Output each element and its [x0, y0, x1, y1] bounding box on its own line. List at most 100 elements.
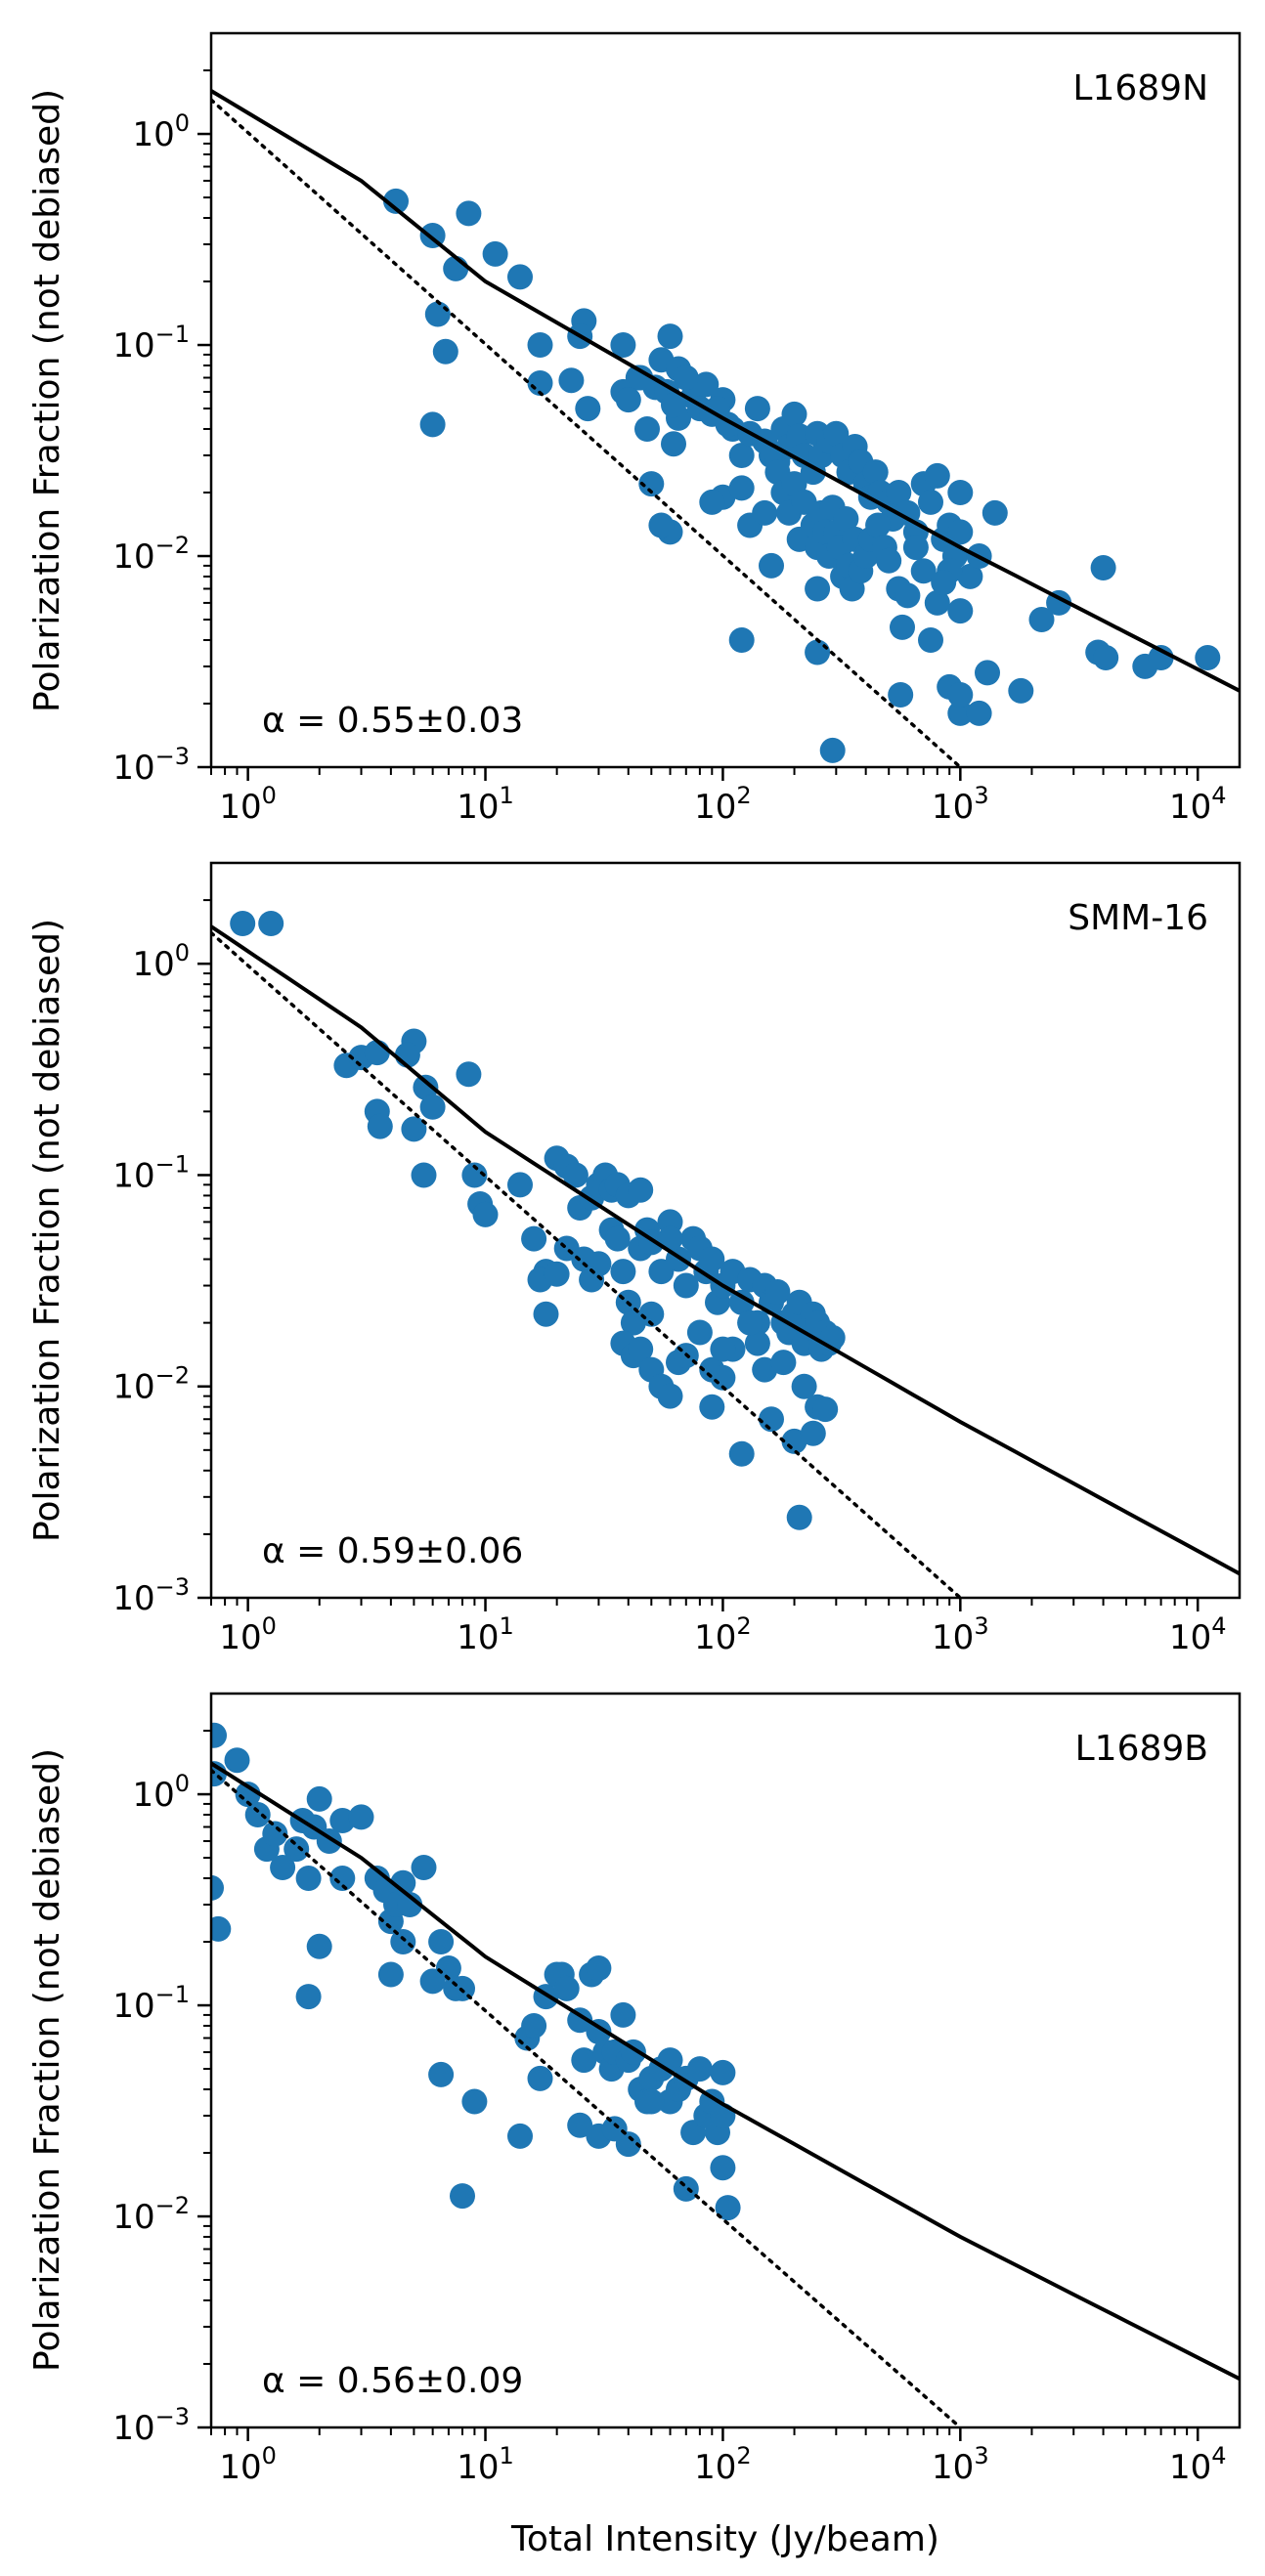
data-point: [638, 2088, 665, 2115]
data-point: [306, 1933, 332, 1959]
data-point: [957, 563, 983, 589]
data-point: [367, 1113, 393, 1139]
fit-line-solid: [211, 89, 1240, 693]
data-point: [461, 1162, 488, 1188]
data-point: [1093, 645, 1119, 670]
data-point: [819, 737, 846, 763]
panel-smm-16: 100 101 102 103 104 10−3 10−2 10−1 100 SMM-16 α = …: [112, 861, 1242, 1657]
x-tick-label: 104: [1169, 782, 1227, 827]
data-point: [211, 1874, 224, 1901]
data-point: [295, 1984, 322, 2010]
data-point: [737, 1309, 763, 1336]
plot-area-l1689b: [211, 1722, 1240, 2427]
reference-line-dotted: [211, 98, 963, 767]
data-point: [833, 506, 859, 532]
fit-line-solid: [211, 924, 1240, 1576]
data-point: [628, 1336, 654, 1362]
data-point: [507, 2123, 533, 2149]
data-point: [456, 1061, 482, 1088]
data-point: [230, 911, 256, 936]
data-point: [715, 2195, 741, 2221]
data-point: [364, 1040, 390, 1066]
data-point: [823, 420, 850, 447]
data-point: [610, 2001, 636, 2028]
data-point: [924, 589, 950, 616]
y-axis-label-bottom: Polarization Fraction (not debiased): [27, 1748, 67, 2372]
data-point: [661, 431, 686, 457]
data-point: [413, 1074, 439, 1100]
data-point: [306, 1785, 332, 1812]
data-point: [728, 1440, 755, 1467]
data-point: [791, 1373, 817, 1399]
data-point: [710, 2059, 736, 2085]
x-tick-label: 104: [1169, 1612, 1227, 1657]
data-point: [377, 1961, 404, 1988]
x-tick-label: 101: [457, 782, 514, 827]
y-tick-label: 10−1: [112, 1981, 190, 2026]
data-point: [918, 489, 943, 515]
data-point: [411, 1855, 437, 1880]
y-axis-label-middle: Polarization Fraction (not debiased): [27, 919, 67, 1542]
data-point: [571, 2047, 597, 2074]
data-point: [562, 1162, 589, 1188]
data-point: [579, 1267, 605, 1293]
data-point: [805, 576, 831, 602]
data-point: [558, 367, 585, 394]
y-tick-label: 100: [132, 1770, 190, 1815]
data-point: [975, 660, 1000, 686]
data-point: [628, 365, 654, 391]
data-point: [401, 1116, 427, 1142]
data-point: [575, 396, 601, 422]
data-point: [805, 639, 831, 665]
data-point: [657, 2047, 683, 2074]
data-point: [424, 301, 451, 327]
data-point: [947, 598, 974, 624]
x-tick-label: 101: [457, 1612, 514, 1657]
data-point: [1195, 645, 1221, 670]
data-point: [456, 200, 482, 227]
data-point: [886, 480, 912, 505]
y-tick-label: 10−3: [112, 743, 190, 788]
data-point: [601, 2116, 628, 2142]
data-point: [894, 582, 921, 609]
data-point: [472, 1201, 499, 1227]
data-point: [329, 1808, 356, 1833]
data-point: [728, 1289, 755, 1315]
axes-frame: [209, 861, 1242, 1600]
data-point: [744, 396, 770, 422]
data-point: [428, 2061, 455, 2087]
y-tick-label: 10−3: [112, 1573, 190, 1618]
plot-area-l1689n: [211, 89, 1240, 767]
x-tick-label: 102: [694, 2442, 752, 2487]
data-point: [770, 1350, 797, 1376]
data-point: [638, 1301, 665, 1327]
data-point: [628, 1177, 654, 1203]
y-tick-label: 10−2: [112, 2192, 190, 2237]
data-point: [450, 2183, 475, 2210]
alpha-annotation: α = 0.56±0.09: [262, 2361, 523, 2401]
data-point: [686, 2056, 713, 2082]
data-point: [728, 443, 755, 468]
panel-l1689b: 100 101 102 103 104 10−3 10−2 10−1 100 L1689B α = …: [112, 1692, 1242, 2487]
data-point: [390, 1929, 416, 1954]
data-point: [902, 535, 929, 561]
data-point: [648, 512, 675, 538]
y-tick-label: 100: [132, 939, 190, 984]
data-point: [673, 365, 699, 391]
data-point: [270, 1855, 296, 1880]
data-point: [533, 1301, 559, 1327]
x-tick-label: 100: [219, 1612, 277, 1657]
data-point: [812, 1396, 839, 1423]
data-point: [890, 614, 915, 640]
data-point: [284, 1836, 310, 1863]
panel-l1689n: 100 101 102 103 104 10−3 10−2 10−1 100 L1689N α = …: [112, 31, 1242, 827]
data-point: [553, 1975, 580, 2001]
data-point: [258, 911, 284, 936]
data-point: [1028, 607, 1055, 632]
data-point: [211, 1722, 227, 1748]
x-axis-label: Total Intensity (Jy/beam): [510, 2519, 939, 2559]
data-point: [262, 1821, 288, 1847]
data-point: [397, 1892, 423, 1917]
fit-line-solid: [211, 1761, 1240, 2381]
x-tick-label: 102: [694, 782, 752, 827]
